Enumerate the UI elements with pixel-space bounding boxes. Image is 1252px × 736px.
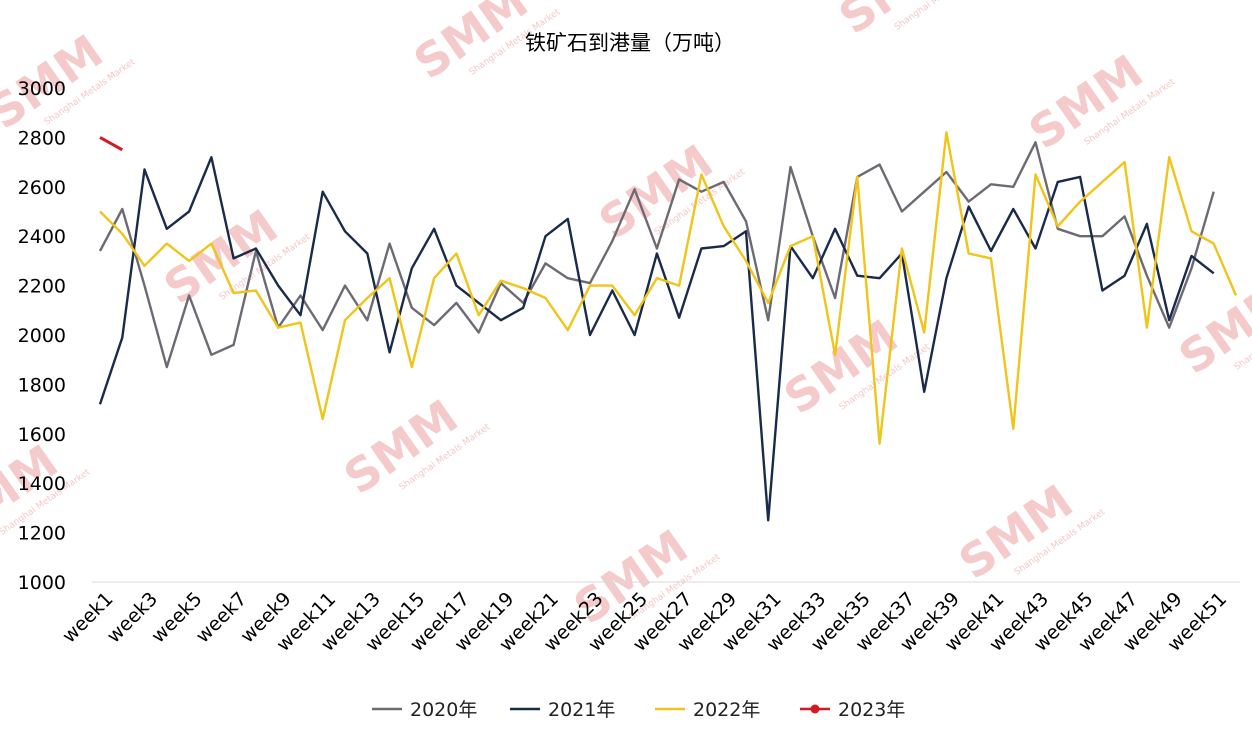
legend-label: 2023年 (838, 699, 905, 721)
y-tick-label: 3000 (18, 78, 66, 100)
legend-marker (810, 704, 820, 714)
legend-item-1: 2021年 (510, 699, 615, 721)
legend: 2020年 2021年 2022年 2023年 (372, 699, 905, 721)
x-axis-ticks: week1week3week5week7week9week11week13wee… (58, 588, 1231, 656)
y-tick-label: 2400 (18, 226, 66, 248)
legend-label: 2021年 (548, 699, 615, 721)
series-line-3 (99, 136, 124, 152)
y-tick-label: 2000 (18, 325, 66, 347)
y-tick-label: 1800 (18, 374, 66, 396)
y-tick-label: 2200 (18, 276, 66, 298)
y-axis-ticks: 1000 1200 1400 1600 1800 2000 2200 2400 2600 2800… (18, 78, 66, 594)
legend-item-2: 2022年 (655, 699, 760, 721)
legend-label: 2022年 (693, 699, 760, 721)
y-tick-label: 1000 (18, 572, 66, 594)
series-line-2 (99, 131, 1238, 445)
legend-label: 2020年 (410, 699, 477, 721)
series-line-0 (98, 141, 1215, 369)
chart-title: 铁矿石到港量（万吨） (525, 31, 735, 55)
series-lines (98, 131, 1238, 522)
series-line-1 (98, 156, 1215, 522)
y-tick-label: 2600 (18, 177, 66, 199)
y-tick-label: 2800 (18, 127, 66, 149)
legend-item-0: 2020年 (372, 699, 477, 721)
legend-item-3: 2023年 (800, 699, 905, 721)
y-tick-label: 1400 (18, 473, 66, 495)
y-tick-label: 1600 (18, 424, 66, 446)
y-tick-label: 1200 (18, 523, 66, 545)
